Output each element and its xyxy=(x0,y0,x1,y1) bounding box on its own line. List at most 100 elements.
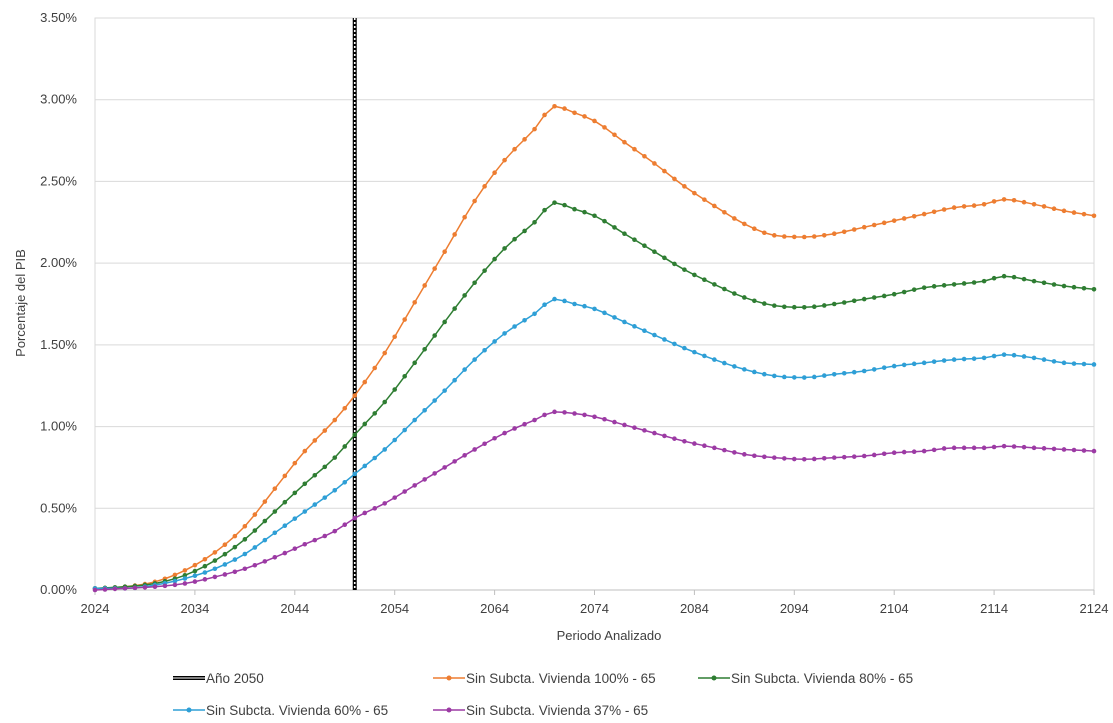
data-point xyxy=(102,587,108,592)
y-tick-label: 3.50% xyxy=(40,10,77,25)
data-point xyxy=(612,419,617,425)
data-point xyxy=(841,370,847,376)
data-point xyxy=(722,210,727,215)
data-point xyxy=(901,216,907,221)
y-tick-label: 1.00% xyxy=(40,419,77,434)
data-point xyxy=(192,562,198,568)
data-point xyxy=(811,304,817,310)
data-point xyxy=(202,577,208,582)
data-point xyxy=(222,572,228,577)
data-point xyxy=(422,346,427,352)
data-point xyxy=(452,306,457,311)
data-point xyxy=(212,566,218,572)
data-point xyxy=(602,416,607,422)
data-point xyxy=(532,219,537,225)
data-point xyxy=(811,456,817,462)
data-point xyxy=(642,243,647,249)
data-point xyxy=(831,371,837,377)
data-point xyxy=(122,586,128,591)
data-point xyxy=(292,516,298,521)
data-point xyxy=(811,374,817,380)
data-point xyxy=(372,506,378,511)
data-point xyxy=(422,283,427,288)
data-point xyxy=(502,430,507,436)
data-point xyxy=(782,304,787,310)
data-point xyxy=(851,298,857,304)
data-point xyxy=(402,373,407,379)
data-point xyxy=(782,234,787,239)
data-point xyxy=(622,319,627,325)
series-2 xyxy=(92,200,1097,591)
data-point xyxy=(851,369,857,375)
data-point xyxy=(522,317,527,323)
data-point xyxy=(172,582,178,588)
data-point xyxy=(612,315,617,320)
data-point xyxy=(792,456,797,462)
data-point xyxy=(921,448,927,454)
data-point xyxy=(742,295,747,300)
data-point xyxy=(422,477,427,482)
legend-label: Sin Subcta. Vivienda 100% - 65 xyxy=(466,671,656,686)
data-point xyxy=(482,347,487,353)
data-point xyxy=(672,341,677,347)
data-point xyxy=(772,303,777,308)
data-point xyxy=(232,557,238,562)
series-4 xyxy=(92,409,1097,593)
data-point xyxy=(402,489,407,494)
x-tick-label: 2084 xyxy=(680,601,709,616)
legend-item: Sin Subcta. Vivienda 60% - 65 xyxy=(173,703,388,718)
data-point xyxy=(762,230,767,236)
legend: Año 2050 Sin Subcta. Vivienda 100% - 65 Si… xyxy=(173,671,913,718)
data-point xyxy=(911,287,917,292)
data-point xyxy=(222,542,228,548)
data-point xyxy=(512,426,517,431)
data-point xyxy=(831,301,837,307)
data-point xyxy=(1091,448,1097,454)
legend-label: Año 2050 xyxy=(206,671,264,686)
data-point xyxy=(152,584,158,590)
data-point xyxy=(722,286,727,292)
data-point xyxy=(961,445,967,451)
data-point xyxy=(502,246,507,251)
data-point xyxy=(582,209,587,215)
data-point xyxy=(1051,282,1057,287)
data-point xyxy=(961,281,967,286)
data-point xyxy=(392,495,398,500)
data-point xyxy=(632,324,637,329)
data-point xyxy=(482,268,487,273)
data-point xyxy=(1051,206,1057,212)
y-axis-title: Porcentaje del PIB xyxy=(13,249,28,357)
data-point xyxy=(442,388,447,393)
data-point xyxy=(542,207,547,213)
data-point xyxy=(652,249,657,254)
data-point xyxy=(272,530,278,536)
x-tick-label: 2024 xyxy=(81,601,110,616)
data-point xyxy=(891,450,897,456)
data-point xyxy=(1071,447,1077,453)
data-point xyxy=(352,471,358,477)
data-point xyxy=(452,232,457,237)
data-point xyxy=(1061,283,1067,289)
data-point xyxy=(602,218,607,224)
data-point xyxy=(202,570,208,575)
legend-label: Sin Subcta. Vivienda 80% - 65 xyxy=(731,671,913,686)
data-point xyxy=(1071,210,1077,215)
data-point xyxy=(462,453,467,458)
data-point xyxy=(232,544,238,550)
data-point xyxy=(1091,362,1097,367)
data-point xyxy=(762,454,767,460)
data-point xyxy=(182,568,188,573)
data-point xyxy=(981,355,987,361)
data-point xyxy=(452,377,457,383)
data-point xyxy=(1001,352,1007,357)
data-point xyxy=(821,303,827,308)
data-point xyxy=(382,447,388,452)
data-point xyxy=(871,452,877,458)
data-point xyxy=(792,234,797,240)
x-tick-label: 2124 xyxy=(1080,601,1109,616)
data-point xyxy=(1041,357,1047,362)
data-point xyxy=(1041,446,1047,451)
data-point xyxy=(492,435,497,441)
data-point xyxy=(372,455,378,461)
series-layer xyxy=(92,103,1097,593)
